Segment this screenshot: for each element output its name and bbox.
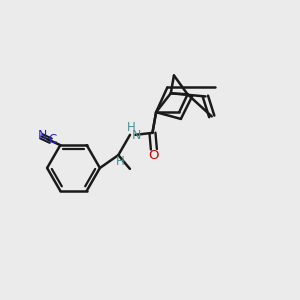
Text: O: O xyxy=(148,149,159,162)
Text: H: H xyxy=(116,155,124,168)
Text: C: C xyxy=(48,133,56,146)
Text: H: H xyxy=(127,121,135,134)
Text: N: N xyxy=(131,129,141,142)
Text: N: N xyxy=(38,129,47,142)
